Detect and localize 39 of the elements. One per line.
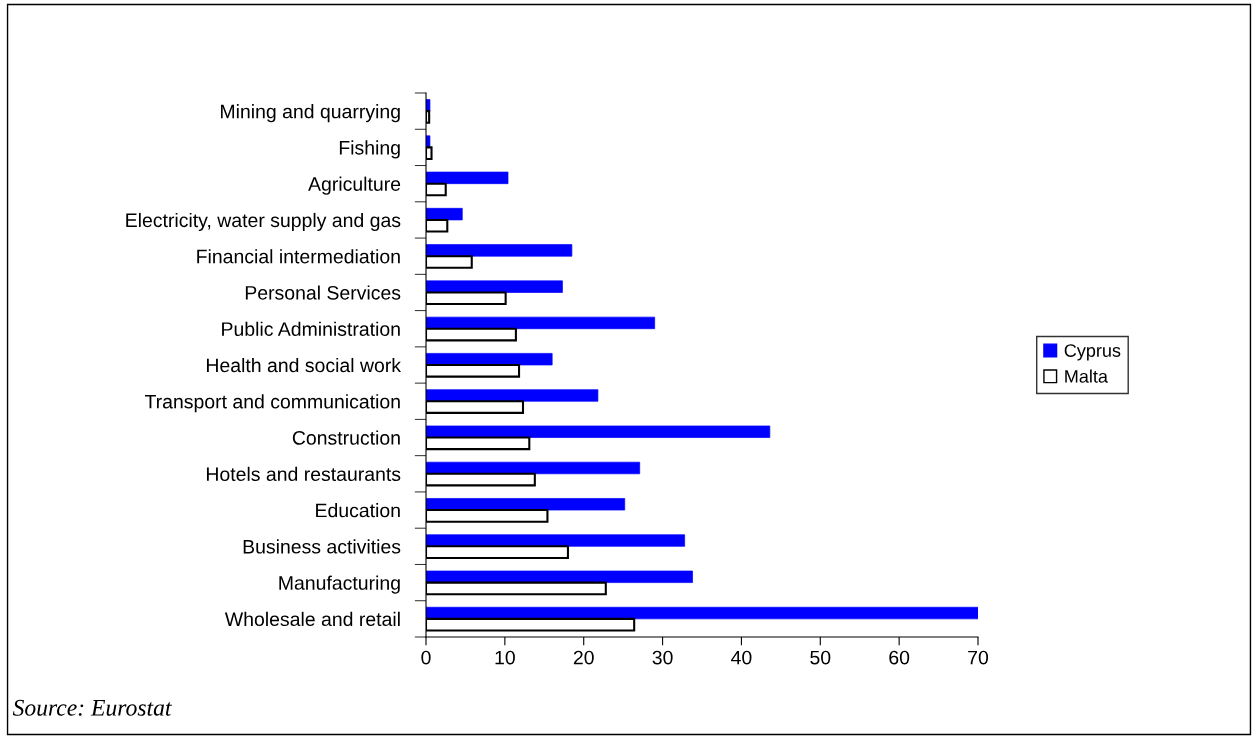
y-tick-label: Fishing bbox=[339, 140, 400, 159]
y-tick-label: Electricity, water supply and gas bbox=[126, 212, 401, 232]
y-tick-label: Health and social work bbox=[206, 357, 402, 373]
y-tick-label: Transport and communication bbox=[144, 394, 400, 413]
legend-label: Cyprus bbox=[1064, 344, 1121, 361]
x-tick-label: 40 bbox=[731, 650, 752, 665]
source-note: Source: Eurostat bbox=[12, 699, 172, 716]
bar bbox=[426, 425, 771, 438]
bar bbox=[426, 171, 509, 185]
bar bbox=[426, 606, 978, 620]
bar bbox=[426, 244, 573, 257]
bar bbox=[426, 389, 599, 402]
y-tick-label: Business activities bbox=[243, 539, 401, 554]
y-tick-label: Construction bbox=[292, 430, 400, 445]
x-tick-label: 10 bbox=[495, 650, 515, 665]
bar bbox=[426, 461, 641, 475]
x-tick-label: 20 bbox=[573, 650, 594, 665]
y-tick-label: Financial intermediation bbox=[197, 249, 400, 264]
y-tick-label: Personal Services bbox=[245, 285, 401, 300]
bar bbox=[426, 353, 553, 366]
x-tick-label: 30 bbox=[652, 650, 673, 665]
legend-label: Malta bbox=[1065, 369, 1108, 383]
y-tick-label: Agriculture bbox=[308, 176, 401, 195]
bar bbox=[426, 534, 685, 547]
x-tick-label: 70 bbox=[968, 650, 989, 665]
x-tick-label: 0 bbox=[421, 650, 431, 665]
bar bbox=[426, 280, 563, 293]
y-tick-label: Public Administration bbox=[222, 321, 400, 336]
x-tick-label: 60 bbox=[889, 650, 910, 665]
bar bbox=[426, 316, 656, 330]
y-tick-label: Education bbox=[316, 503, 400, 518]
y-tick-label: Wholesale and retail bbox=[224, 611, 400, 627]
y-tick-label: Mining and quarrying bbox=[221, 104, 400, 123]
y-tick-label: Manufacturing bbox=[279, 575, 400, 594]
bar bbox=[426, 207, 463, 221]
bar bbox=[426, 498, 626, 511]
x-tick-label: 50 bbox=[810, 650, 831, 665]
y-tick-label: Hotels and restaurants bbox=[206, 466, 401, 482]
bar bbox=[426, 570, 693, 583]
